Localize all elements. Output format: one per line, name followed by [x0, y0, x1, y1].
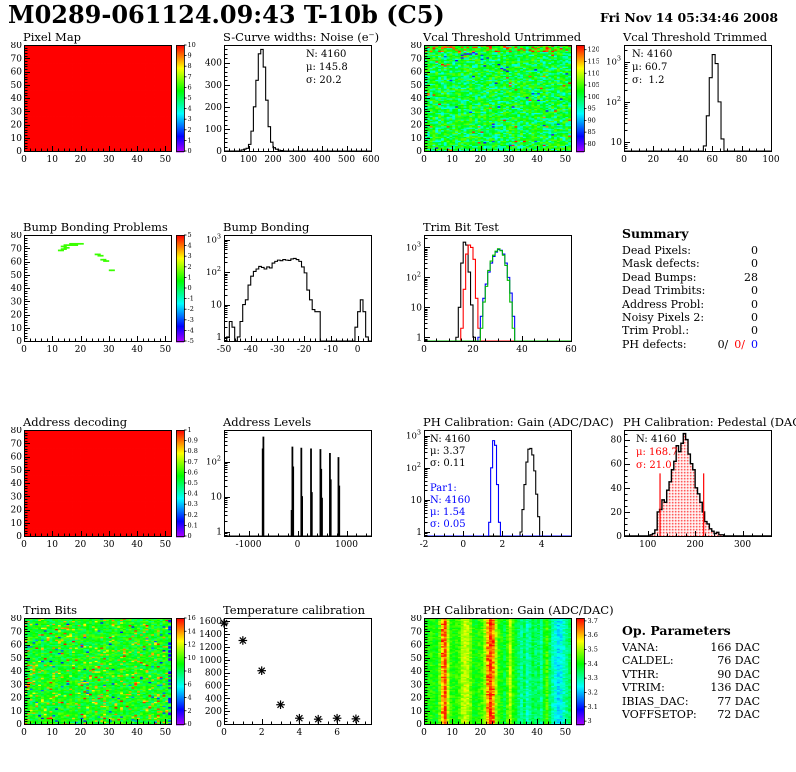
plot-ph-gain-hist: PH Calibration: Gain (ADC/DAC) — [400, 415, 614, 557]
ph-pedestal-canvas — [600, 427, 796, 551]
plot-ph-gain-map: PH Calibration: Gain (ADC/DAC) — [400, 603, 614, 745]
op-parameters-rows: VANA: 166 DAC CALDEL: 76 DAC VTHR: 90 DAC V… — [622, 641, 760, 721]
summary-panel: Summary Dead Pixels: 0 Mask defects: 0 Dea… — [600, 220, 796, 362]
ph-defects-values: 0/0/0 — [712, 338, 758, 351]
summary-heading: Summary — [622, 226, 689, 241]
vcal-trimmed-canvas — [600, 42, 796, 166]
op-parameter-value: 136 DAC — [710, 681, 760, 695]
ph-gain-hist-canvas — [400, 427, 599, 551]
summary-label: Dead Trimbits: — [622, 284, 706, 298]
op-parameter-value: 77 DAC — [717, 694, 760, 708]
chart-title: Trim Bit Test — [423, 220, 499, 234]
summary-label: Noisy Pixels 2: — [622, 311, 705, 325]
address-decoding-canvas — [0, 427, 199, 551]
op-parameter-label: IBIAS_DAC: — [622, 694, 689, 708]
summary-row-ph-defects: PH defects: 0/0/0 — [622, 338, 758, 351]
summary-row: Dead Trimbits: 0 — [622, 284, 758, 297]
op-parameter-row: VANA: 166 DAC — [622, 641, 760, 654]
summary-label: Address Probl: — [622, 297, 705, 311]
chart-title: PH Calibration: Gain (ADC/DAC) — [423, 415, 614, 429]
op-parameters-heading: Op. Parameters — [622, 623, 731, 638]
scurve-noise-canvas — [200, 42, 399, 166]
summary-value: 0 — [751, 244, 758, 257]
summary-rows: Dead Pixels: 0 Mask defects: 0 Dead Bumps:… — [622, 244, 758, 351]
page-title: M0289-061124.09:43 T-10b (C5) — [8, 0, 445, 29]
ph-gain-map-canvas — [400, 615, 599, 739]
plot-temperature-calibration: Temperature calibration — [200, 603, 399, 745]
chart-title: Bump Bonding — [223, 220, 310, 234]
op-parameter-label: VOFFSETOP: — [622, 708, 697, 722]
summary-row: Trim Probl.: 0 — [622, 324, 758, 337]
op-parameter-value: 76 DAC — [717, 654, 760, 668]
op-parameter-row: CALDEL: 76 DAC — [622, 654, 760, 667]
plot-vcal-threshold-untrimmed: Vcal Threshold Untrimmed — [400, 30, 599, 172]
plot-address-levels: Address Levels — [200, 415, 399, 557]
chart-title: PH Calibration: Pedestal (DAC) — [623, 415, 796, 429]
op-parameter-label: VANA: — [622, 641, 659, 654]
op-parameter-row: IBIAS_DAC: 77 DAC — [622, 695, 760, 708]
summary-value: 0 — [751, 257, 758, 271]
plot-trim-bits: Trim Bits — [0, 603, 199, 745]
op-parameter-label: VTHR: — [622, 667, 659, 681]
summary-label: PH defects: — [622, 337, 687, 351]
bump-bonding-canvas — [200, 232, 399, 356]
op-parameter-row: VOFFSETOP: 72 DAC — [622, 708, 760, 721]
plot-vcal-threshold-trimmed: Vcal Threshold Trimmed — [600, 30, 796, 172]
summary-row: Noisy Pixels 2: 0 — [622, 311, 758, 324]
chart-title: Address decoding — [23, 415, 128, 429]
pixel-map-canvas — [0, 42, 199, 166]
summary-value: 28 — [744, 270, 758, 284]
ph-defects-black: 0/ — [717, 337, 729, 351]
address-levels-canvas — [200, 427, 399, 551]
op-parameter-value: 72 DAC — [717, 708, 760, 722]
chart-title: S-Curve widths: Noise (e⁻) — [223, 30, 380, 44]
summary-row: Mask defects: 0 — [622, 257, 758, 270]
op-parameter-row: VTRIM: 136 DAC — [622, 681, 760, 694]
chart-title: Temperature calibration — [223, 603, 365, 617]
summary-label: Dead Bumps: — [622, 270, 697, 284]
plot-scurve-noise: S-Curve widths: Noise (e⁻) — [200, 30, 399, 172]
plot-bump-bonding-problems: Bump Bonding Problems — [0, 220, 199, 362]
plot-address-decoding: Address decoding — [0, 415, 199, 557]
chart-title: PH Calibration: Gain (ADC/DAC) — [423, 603, 614, 617]
summary-row: Address Probl: 0 — [622, 298, 758, 311]
summary-label: Dead Pixels: — [622, 244, 691, 257]
op-parameter-label: CALDEL: — [622, 654, 674, 668]
ph-defects-red: 0/ — [734, 337, 745, 351]
summary-label: Mask defects: — [622, 257, 700, 271]
summary-row: Dead Bumps: 28 — [622, 271, 758, 284]
summary-value: 0 — [751, 311, 758, 325]
timestamp: Fri Nov 14 05:34:46 2008 — [600, 10, 779, 25]
trim-bit-test-canvas — [400, 232, 599, 356]
op-parameters-panel: Op. Parameters VANA: 166 DAC CALDEL: 76 DA… — [600, 603, 796, 745]
chart-title: Bump Bonding Problems — [23, 220, 168, 234]
op-parameter-value: 90 DAC — [717, 667, 760, 681]
summary-value: 0 — [751, 284, 758, 298]
bump-problems-canvas — [0, 232, 199, 356]
temperature-calibration-canvas — [200, 615, 399, 739]
plot-ph-pedestal: PH Calibration: Pedestal (DAC) — [600, 415, 796, 557]
vcal-untrimmed-canvas — [400, 42, 599, 166]
chart-title: Pixel Map — [23, 30, 82, 44]
plot-trim-bit-test: Trim Bit Test — [400, 220, 599, 362]
chart-title: Address Levels — [223, 415, 312, 429]
chart-title: Vcal Threshold Trimmed — [623, 30, 768, 44]
op-parameter-value: 166 DAC — [710, 641, 760, 654]
chart-title: Trim Bits — [23, 603, 78, 617]
op-parameter-label: VTRIM: — [622, 681, 665, 695]
trim-bits-canvas — [0, 615, 199, 739]
chart-title: Vcal Threshold Untrimmed — [423, 30, 582, 44]
summary-value: 0 — [751, 297, 758, 311]
op-parameter-row: VTHR: 90 DAC — [622, 668, 760, 681]
ph-defects-blue: 0 — [751, 337, 758, 351]
summary-value: 0 — [751, 324, 758, 338]
summary-row: Dead Pixels: 0 — [622, 244, 758, 257]
plot-bump-bonding: Bump Bonding — [200, 220, 399, 362]
summary-label: Trim Probl.: — [622, 324, 690, 338]
plot-pixel-map: Pixel Map — [0, 30, 199, 172]
